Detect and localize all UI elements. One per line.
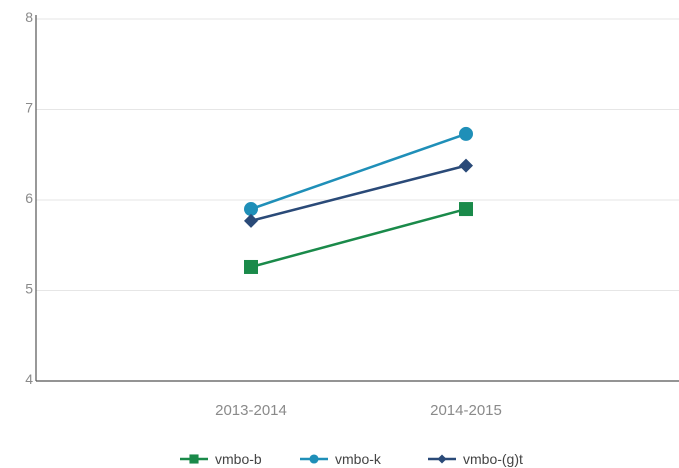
legend-item-vmbo-(g)t: vmbo-(g)t [428, 451, 523, 467]
data-point-vmbo-b-2013-2014 [244, 259, 258, 274]
data-point-vmbo-(g)t-2014-2015 [459, 158, 473, 173]
legend-label-vmbo-b: vmbo-b [215, 451, 262, 467]
legend: vmbo-b vmbo-k vmbo-(g)t [180, 451, 523, 467]
legend-item-vmbo-b: vmbo-b [180, 451, 262, 467]
legend-marker-vmbo-(g)t [437, 454, 447, 464]
series-vmbo-b [244, 202, 473, 274]
y-axis-ticks: 4 5 6 7 8 [25, 9, 33, 387]
series-vmbo-k [244, 126, 473, 217]
series-group [244, 126, 473, 274]
y-tick-label-5: 5 [25, 281, 33, 297]
legend-item-vmbo-k: vmbo-k [300, 451, 382, 467]
y-tick-label-4: 4 [25, 371, 33, 387]
legend-marker-vmbo-b [189, 454, 199, 464]
y-tick-label-6: 6 [25, 190, 33, 206]
data-point-vmbo-k-2013-2014 [244, 202, 258, 217]
grid-lines [36, 18, 679, 291]
data-point-vmbo-k-2014-2015 [459, 126, 473, 141]
legend-marker-vmbo-k [309, 454, 319, 464]
data-point-vmbo-(g)t-2013-2014 [244, 213, 258, 228]
legend-label-vmbo-(g)t: vmbo-(g)t [463, 451, 523, 467]
series-line-vmbo-k [250, 132, 467, 211]
y-tick-label-7: 7 [25, 100, 33, 116]
y-tick-label-8: 8 [25, 9, 33, 25]
legend-label-vmbo-k: vmbo-k [335, 451, 382, 467]
x-tick-label-2014-2015: 2014-2015 [430, 402, 502, 419]
series-line-vmbo-(g)t [250, 164, 467, 223]
axes [35, 15, 679, 382]
series-vmbo-(g)t [244, 158, 473, 228]
series-line-vmbo-b [250, 207, 467, 269]
x-axis-ticks: 2013-2014 2014-2015 [215, 402, 502, 419]
x-tick-label-2013-2014: 2013-2014 [215, 402, 287, 419]
data-point-vmbo-b-2014-2015 [459, 202, 473, 217]
